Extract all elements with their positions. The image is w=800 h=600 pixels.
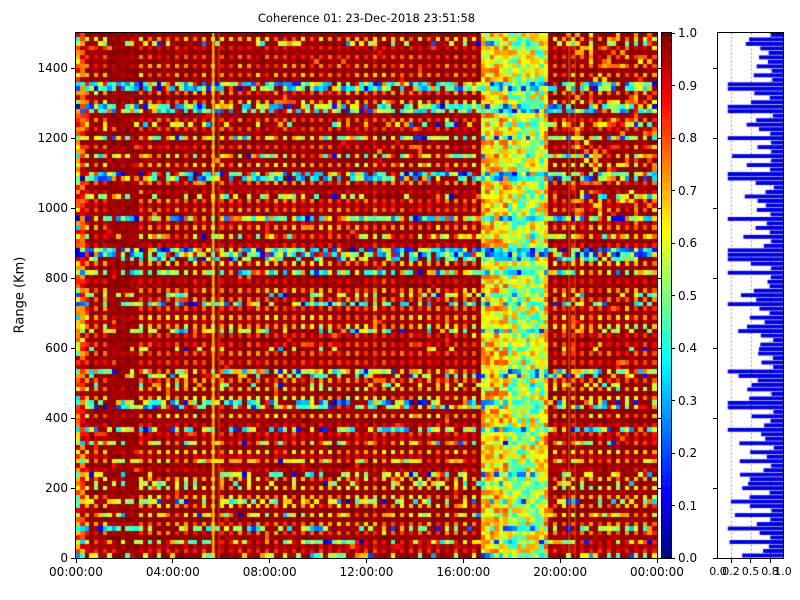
y-tick-label: 1400 (37, 61, 68, 75)
profile-x-tick-mark (769, 559, 771, 563)
y-tick-label: 400 (45, 411, 68, 425)
colorbar-tick-label: 0.2 (678, 446, 698, 460)
y-tick-label: 200 (45, 481, 68, 495)
x-tick-label: 00:00:00 (49, 565, 103, 579)
colorbar-tick-mark (672, 505, 675, 506)
colorbar (661, 32, 672, 559)
y-tick-mark (71, 557, 75, 559)
y-tick-mark (71, 487, 75, 489)
x-tick-mark (269, 559, 271, 563)
y-tick-label: 800 (45, 271, 68, 285)
profile-y-tick-mark (713, 137, 717, 139)
x-tick-label: 04:00:00 (145, 565, 200, 579)
y-tick-mark (71, 417, 75, 419)
colorbar-tick-label: 0.8 (678, 131, 698, 145)
x-tick-label: 20:00:00 (533, 565, 588, 579)
colorbar-tick-mark (672, 400, 675, 401)
y-tick-mark (71, 347, 75, 349)
colorbar-gradient-canvas (662, 33, 671, 558)
y-tick-label: 600 (45, 341, 68, 355)
colorbar-tick-mark (672, 452, 675, 454)
colorbar-tick-label: 0.7 (678, 183, 698, 198)
profile-line-canvas (718, 33, 783, 558)
y-tick-mark (71, 137, 75, 139)
y-tick-mark (658, 277, 662, 279)
page-title: Coherence 01: 23-Dec-2018 23:51:58 (257, 11, 476, 25)
heatmap-plot-area (75, 32, 658, 559)
y-tick-mark (71, 67, 75, 69)
profile-x-tick-label: 1.0 (774, 565, 792, 578)
y-tick-mark (658, 557, 662, 559)
profile-y-tick-mark (713, 557, 717, 559)
colorbar-tick-label: 0.3 (678, 393, 698, 408)
x-tick-mark (75, 559, 77, 563)
colorbar-tick-mark (672, 295, 675, 296)
y-tick-mark (658, 417, 662, 419)
y-tick-mark (71, 207, 75, 209)
y-tick-label: 0 (60, 551, 68, 565)
profile-x-tick-label: 0.5 (741, 565, 760, 578)
colorbar-tick-mark (672, 32, 675, 34)
profile-panel (717, 32, 784, 559)
colorbar-tick-label: 0.4 (678, 341, 698, 355)
y-tick-mark (658, 207, 662, 209)
colorbar-tick-label: 0.5 (678, 288, 698, 303)
profile-y-tick-mark (713, 347, 717, 349)
profile-y-tick-mark (713, 487, 717, 489)
colorbar-tick-label: 1.0 (678, 26, 698, 40)
x-tick-mark (559, 559, 561, 563)
profile-y-tick-mark (713, 207, 717, 209)
colorbar-tick-label: 0.1 (678, 498, 698, 513)
y-tick-mark (71, 277, 75, 279)
colorbar-tick-mark (672, 242, 675, 244)
colorbar-tick-mark (672, 137, 675, 139)
coherence-heatmap-canvas (76, 33, 657, 558)
x-tick-label: 16:00:00 (436, 565, 491, 579)
y-tick-label: 1200 (37, 131, 68, 145)
profile-x-tick-label: 0.0 (709, 565, 727, 578)
profile-x-tick-label: 0.2 (722, 565, 740, 578)
profile-x-tick-mark (730, 559, 732, 563)
colorbar-tick-mark (672, 557, 675, 559)
x-tick-label: 08:00:00 (242, 565, 297, 579)
y-tick-mark (658, 487, 662, 489)
x-tick-mark (366, 559, 367, 563)
profile-y-tick-mark (713, 277, 717, 279)
profile-x-tick-label: 0.8 (761, 565, 779, 578)
colorbar-tick-mark (672, 85, 675, 86)
colorbar-tick-label: 0.0 (678, 551, 698, 565)
y-tick-mark (658, 347, 662, 349)
profile-y-tick-mark (713, 67, 717, 69)
x-tick-mark (462, 559, 464, 563)
y-tick-mark (658, 137, 662, 139)
x-tick-mark (172, 559, 174, 563)
colorbar-tick-mark (672, 190, 675, 191)
x-tick-label: 12:00:00 (339, 565, 394, 579)
colorbar-tick-label: 0.6 (678, 236, 698, 250)
x-tick-label: 00:00:00 (630, 565, 684, 579)
profile-y-tick-mark (713, 417, 717, 419)
colorbar-tick-label: 0.9 (678, 78, 698, 93)
colorbar-tick-mark (672, 347, 675, 349)
y-tick-mark (658, 67, 662, 69)
y-axis-label: Range (Km) (12, 256, 28, 334)
x-tick-mark (656, 559, 658, 563)
profile-x-tick-mark (750, 559, 751, 563)
y-tick-label: 1000 (37, 201, 68, 215)
